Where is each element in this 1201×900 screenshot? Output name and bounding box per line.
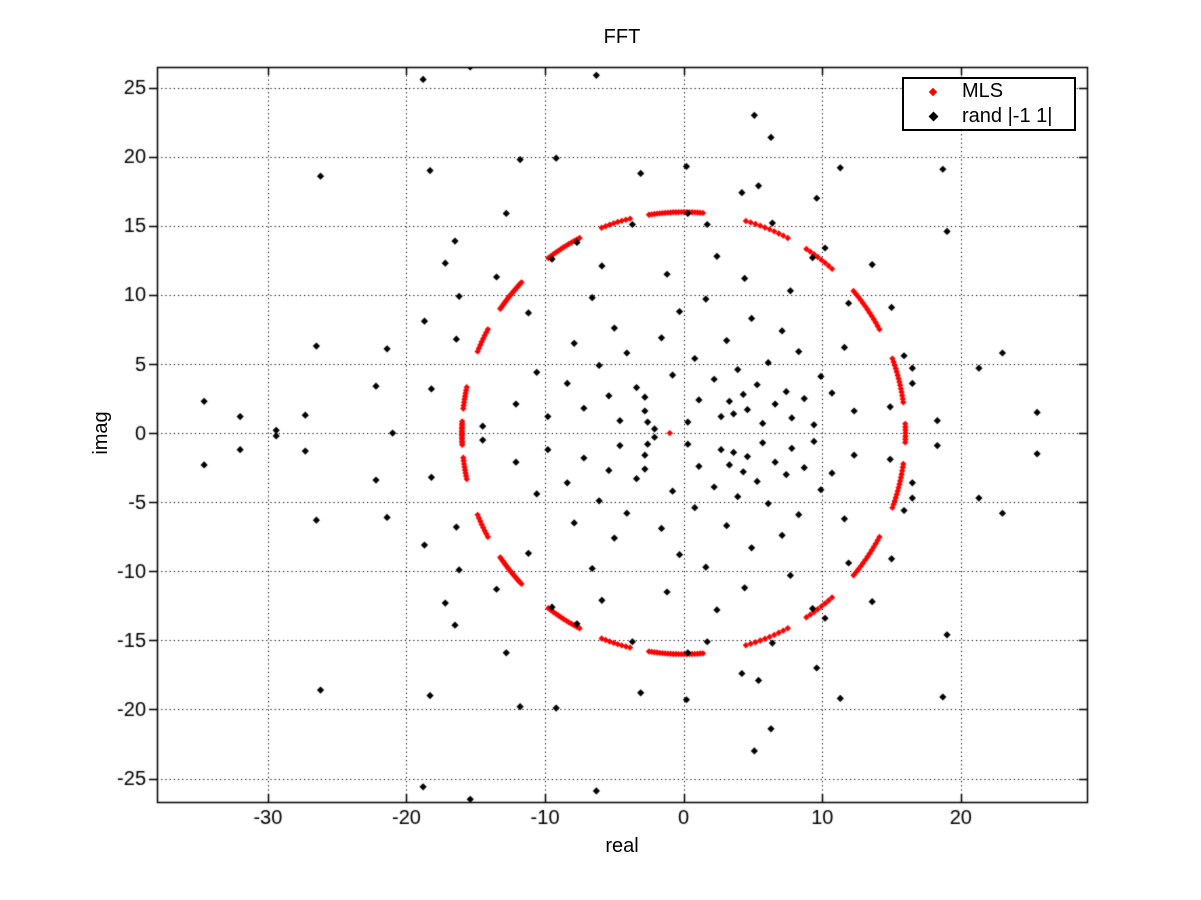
- legend-entry-mls: MLS: [904, 79, 1074, 104]
- y-axis-label: imag: [90, 411, 112, 455]
- legend-label-rand: rand |-1 1|: [962, 105, 1053, 127]
- mls-diamond-marker-icon: [928, 87, 938, 96]
- legend: MLS rand |-1 1|: [902, 77, 1076, 131]
- legend-entry-rand: rand |-1 1|: [904, 104, 1074, 129]
- chart-title: FFT: [603, 26, 641, 48]
- legend-label-mls: MLS: [962, 80, 1004, 102]
- rand-diamond-marker-icon: [928, 111, 938, 122]
- x-axis-label: real: [605, 835, 639, 857]
